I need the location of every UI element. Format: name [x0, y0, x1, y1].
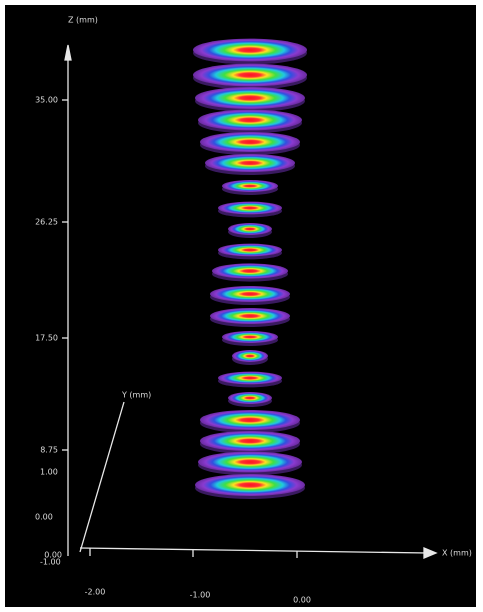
- beam-slice: [195, 474, 305, 496]
- beam-stack: [193, 38, 307, 499]
- x-arrow: [423, 547, 438, 559]
- x-tick-label: 0.00: [293, 596, 311, 605]
- z-tick-label: 0.00: [44, 551, 62, 560]
- x-axis-label: X (mm): [442, 549, 472, 558]
- beam-slice: [212, 263, 288, 279]
- x-axis: [79, 547, 429, 554]
- beam-slice: [228, 223, 272, 235]
- beam-slice: [195, 87, 305, 109]
- beam-slice: [200, 132, 300, 152]
- beam-slice: [200, 431, 300, 451]
- beam-slice: [232, 350, 268, 362]
- x-tick-label: -1.00: [190, 591, 211, 600]
- y-tick-label: 1.00: [40, 468, 58, 477]
- beam-slice: [222, 331, 278, 343]
- beam-slice: [222, 180, 278, 192]
- beam-slice: [198, 451, 302, 473]
- beam-slice: [218, 201, 282, 215]
- z-tick-label: 8.75: [40, 446, 58, 455]
- beam-slice: [218, 371, 282, 385]
- beam-slice: [205, 154, 295, 172]
- beam-slice: [210, 286, 290, 302]
- z-tick-label: 26.25: [35, 218, 58, 227]
- beam-slice: [200, 410, 300, 430]
- z-tick-label: 17.50: [35, 334, 58, 343]
- z-arrow: [64, 44, 72, 61]
- beam-slice: [198, 109, 302, 131]
- z-tick-label: 35.00: [35, 96, 58, 105]
- y-axis-label: Y (mm): [121, 391, 151, 400]
- beam-slice: [210, 308, 290, 324]
- beam-slice: [193, 38, 307, 62]
- y-axis: [79, 401, 125, 553]
- beam-slice: [193, 63, 307, 87]
- beam-slice: [228, 392, 272, 404]
- y-tick-label: 0.00: [35, 513, 53, 522]
- z-axis-label: Z (mm): [68, 16, 98, 25]
- beam-slice: [218, 243, 282, 257]
- axes: [62, 44, 438, 559]
- y-tick-label: -1.00: [40, 558, 61, 567]
- x-tick-label: -2.00: [85, 588, 106, 597]
